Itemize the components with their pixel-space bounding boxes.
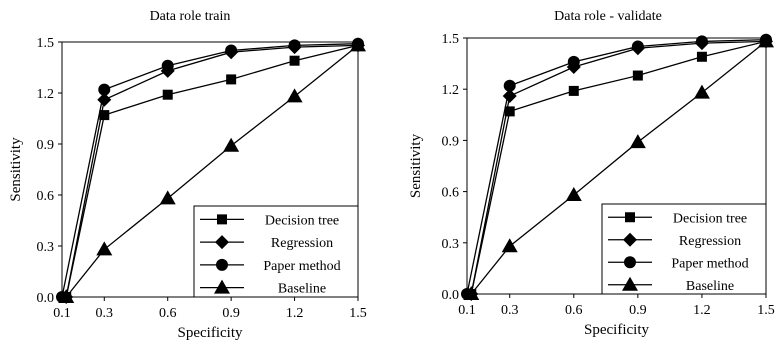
x-tick-label: 0.6: [565, 303, 583, 318]
y-tick-label: 0.9: [442, 134, 460, 149]
y-tick-label: 1.2: [442, 83, 460, 98]
y-tick-label: 1.5: [37, 36, 55, 51]
x-tick-label: 1.5: [349, 306, 367, 321]
x-tick-label: 0.9: [629, 303, 647, 318]
y-tick-label: 0.0: [442, 288, 460, 303]
legend-marker-diamond: [623, 232, 637, 247]
data-point-square: [226, 74, 237, 85]
legend-marker-square: [217, 214, 227, 225]
data-point-triangle: [629, 134, 646, 149]
legend-label: Regression: [679, 234, 741, 249]
y-tick-label: 1.5: [442, 32, 460, 47]
chart-validate: Data role - validate 0.1 0.3 0.6 0.9 1.2 1.5 0.…: [408, 9, 775, 338]
data-point-square: [568, 85, 579, 96]
y-axis-label: Sensitivity: [8, 137, 24, 202]
legend-label: Decision tree: [673, 211, 747, 226]
data-point-diamond: [97, 92, 112, 107]
x-axis-label: Specificity: [178, 325, 243, 341]
y-tick-label: 0.9: [37, 138, 55, 153]
series-line-square: [65, 44, 359, 298]
x-tick-label: 0.6: [159, 306, 177, 321]
x-tick-label: 0.1: [53, 306, 71, 321]
legend-label: Paper method: [263, 259, 340, 274]
data-point-triangle: [96, 241, 113, 256]
x-tick-label: 0.3: [501, 303, 519, 318]
chart-train: Data role train 0.1 0.3 0.6 0.9 1.2 1.5 0.0 0.3 0…: [8, 9, 367, 341]
data-point-circle: [695, 35, 708, 48]
x-tick-label: 0.9: [222, 306, 240, 321]
data-point-triangle: [758, 33, 774, 48]
data-point-triangle: [565, 187, 582, 202]
y-tick-label: 1.2: [37, 87, 55, 102]
y-tick-label: 0.3: [37, 240, 55, 255]
data-point-square: [289, 55, 300, 66]
legend-label: Baseline: [278, 282, 326, 297]
data-point-triangle: [223, 137, 240, 152]
legend-marker-square: [625, 212, 635, 223]
x-tick-label: 1.2: [693, 303, 711, 318]
legend-marker-triangle: [214, 279, 230, 294]
legend-label: Decision tree: [265, 213, 339, 228]
chart-title: Data role - validate: [554, 9, 662, 24]
legend-label: Regression: [271, 236, 333, 251]
data-point-square: [632, 70, 643, 81]
x-tick-label: 0.3: [96, 306, 114, 321]
y-tick-label: 0.6: [442, 186, 460, 201]
series-line-triangle: [65, 44, 359, 298]
chart-title: Data role train: [150, 9, 231, 24]
x-axis-label: Specificity: [584, 322, 649, 338]
series-line-diamond: [470, 40, 767, 295]
data-point-circle: [567, 55, 580, 68]
series-line-triangle: [470, 40, 767, 295]
legend-label: Baseline: [686, 279, 734, 294]
data-point-circle: [503, 79, 516, 92]
data-point-triangle: [463, 286, 480, 300]
data-point-triangle: [693, 84, 710, 99]
legend-marker-circle: [624, 256, 636, 269]
data-point-circle: [98, 83, 111, 96]
data-point-triangle: [58, 289, 75, 303]
series-line-square: [470, 40, 767, 295]
x-tick-label: 0.1: [458, 303, 476, 318]
data-point-triangle: [159, 190, 176, 205]
data-point-circle: [161, 59, 174, 72]
y-axis-label: Sensitivity: [408, 133, 424, 198]
legend-marker-circle: [216, 258, 228, 271]
data-point-square: [162, 89, 173, 100]
y-tick-label: 0.3: [442, 237, 460, 252]
y-tick-label: 0.6: [37, 189, 55, 204]
data-point-circle: [631, 40, 644, 53]
data-point-circle: [225, 44, 238, 57]
x-tick-label: 1.5: [757, 303, 775, 318]
data-point-triangle: [501, 238, 518, 253]
series-line-circle: [466, 39, 767, 295]
data-point-triangle: [286, 88, 303, 103]
y-tick-label: 0.0: [37, 291, 55, 306]
series-line-circle: [61, 43, 359, 298]
legend-marker-triangle: [622, 276, 638, 291]
x-tick-label: 1.2: [286, 306, 304, 321]
legend-marker-diamond: [215, 235, 229, 250]
data-point-circle: [288, 39, 301, 52]
legend-label: Paper method: [671, 256, 748, 271]
data-point-square: [99, 110, 110, 121]
data-point-square: [696, 51, 707, 62]
data-point-square: [504, 106, 515, 117]
data-point-diamond: [502, 89, 517, 104]
series-line-diamond: [65, 44, 359, 298]
data-point-triangle: [350, 37, 366, 52]
